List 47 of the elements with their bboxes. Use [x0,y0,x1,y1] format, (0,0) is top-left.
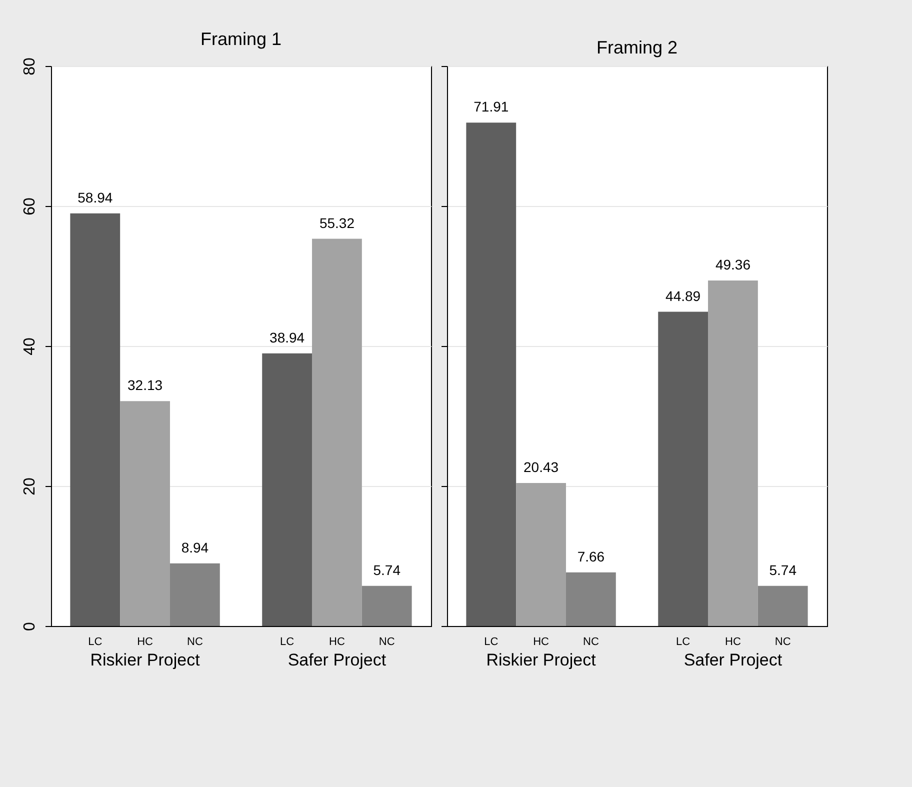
text: HC [329,636,345,648]
text: LC [280,636,294,648]
text: NC [774,636,791,648]
series-label: LC [88,636,102,648]
series-label: LC [484,636,498,648]
series-label: NC [582,636,599,648]
y-tick-label: 80 [22,58,38,76]
bar [466,122,516,626]
chart-title: Framing 1 [200,29,282,50]
data-label: 49.36 [715,256,751,272]
x-tick-label: Safer Project [684,650,782,670]
series-label: HC [137,636,154,648]
y-tick-label: 0 [22,622,38,631]
data-label: 44.89 [666,288,701,304]
bar [120,401,170,626]
data-label: 32.13 [128,377,163,394]
x-tick-label: Riskier Project [486,650,596,670]
bar [312,238,362,626]
data-label: 5.74 [373,562,401,578]
text: LC [676,636,690,648]
data-label: 58.94 [78,189,113,206]
data-label: 5.74 [769,562,797,578]
series-label: HC [533,636,550,648]
bar [566,572,616,626]
bar [758,586,808,626]
data-label: 38.94 [270,329,305,346]
data-label: 8.94 [181,539,209,556]
bar [170,563,220,626]
bar [70,213,120,626]
y-tick-label: 40 [22,338,38,356]
bar [262,353,312,626]
text: NC [378,636,395,648]
bar [362,586,412,626]
chart-title: Framing 2 [596,38,678,58]
bar [708,280,758,626]
x-tick-label: Riskier Project [90,650,200,670]
x-tick-label: Safer Project [288,650,386,670]
bar [658,312,708,626]
data-label: 55.32 [319,214,355,231]
series-label: NC [186,636,203,648]
text: HC [725,636,741,648]
bar [516,482,566,626]
data-label: 71.91 [474,98,509,115]
data-label: 20.43 [524,458,559,475]
y-tick-label: 60 [22,198,38,216]
y-tick-label: 20 [22,478,38,496]
data-label: 7.66 [577,548,605,564]
